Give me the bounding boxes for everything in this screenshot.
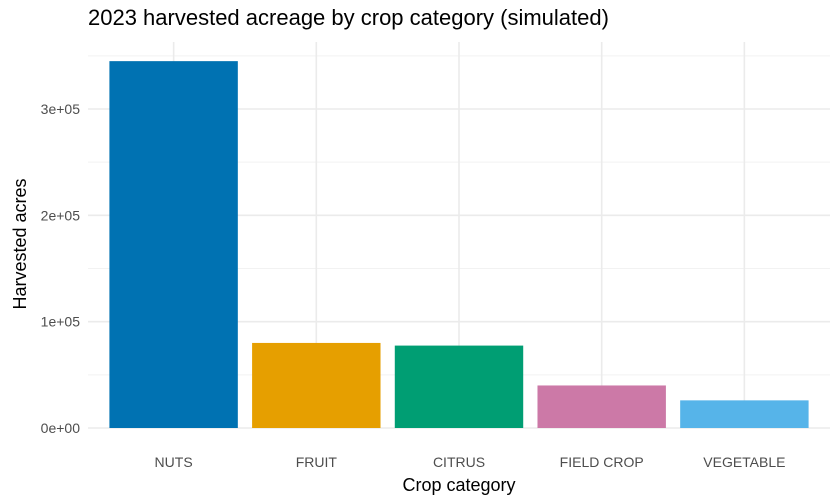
chart-title: 2023 harvested acreage by crop category …: [88, 5, 609, 30]
y-tick-label: 2e+05: [41, 207, 81, 223]
x-axis-title: Crop category: [402, 475, 515, 495]
y-axis-ticks: 0e+00 1e+05 2e+05 3e+05: [41, 101, 81, 436]
x-axis-ticks: NUTS FRUIT CITRUS FIELD CROP VEGETABLE: [155, 454, 786, 470]
bar-field-crop: [537, 385, 666, 428]
bar-citrus: [394, 345, 524, 428]
bars: [109, 61, 809, 428]
bar-vegetable: [680, 400, 809, 428]
bar-fruit: [252, 342, 381, 428]
y-tick-label: 3e+05: [41, 101, 81, 117]
x-tick-label: CITRUS: [433, 454, 485, 470]
bar-nuts: [109, 61, 238, 428]
y-tick-label: 0e+00: [41, 420, 81, 436]
y-tick-label: 1e+05: [41, 314, 81, 330]
x-tick-label: FIELD CROP: [560, 454, 644, 470]
y-axis-title: Harvested acres: [10, 178, 30, 309]
x-tick-label: FRUIT: [296, 454, 338, 470]
x-tick-label: VEGETABLE: [703, 454, 785, 470]
x-tick-label: NUTS: [155, 454, 193, 470]
